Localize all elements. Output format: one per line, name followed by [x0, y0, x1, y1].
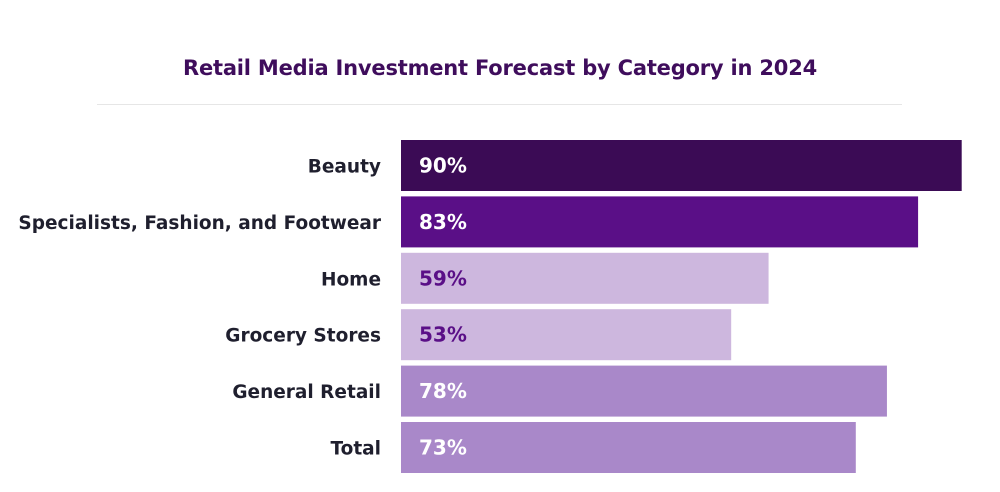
value-label-2: 59% [419, 266, 467, 290]
bar-5 [401, 422, 856, 473]
value-label-5: 73% [419, 436, 467, 460]
bar-1 [401, 196, 919, 248]
bar-3 [401, 309, 732, 361]
category-label-0: Beauty [308, 157, 381, 178]
value-label-1: 83% [419, 210, 467, 234]
category-label-3: Grocery Stores [225, 326, 381, 347]
category-label-4: General Retail [232, 382, 381, 403]
category-label-2: Home [321, 269, 381, 290]
value-label-4: 78% [419, 379, 467, 403]
category-label-1: Specialists, Fashion, and Footwear [18, 213, 381, 234]
chart-title: Retail Media Investment Forecast by Cate… [182, 56, 818, 80]
value-label-0: 90% [419, 154, 467, 178]
bar-4 [401, 365, 887, 417]
title-divider [97, 104, 902, 105]
bar-2 [401, 252, 769, 304]
bar-0 [401, 140, 962, 191]
value-label-3: 53% [419, 323, 467, 347]
category-label-5: Total [330, 439, 381, 460]
